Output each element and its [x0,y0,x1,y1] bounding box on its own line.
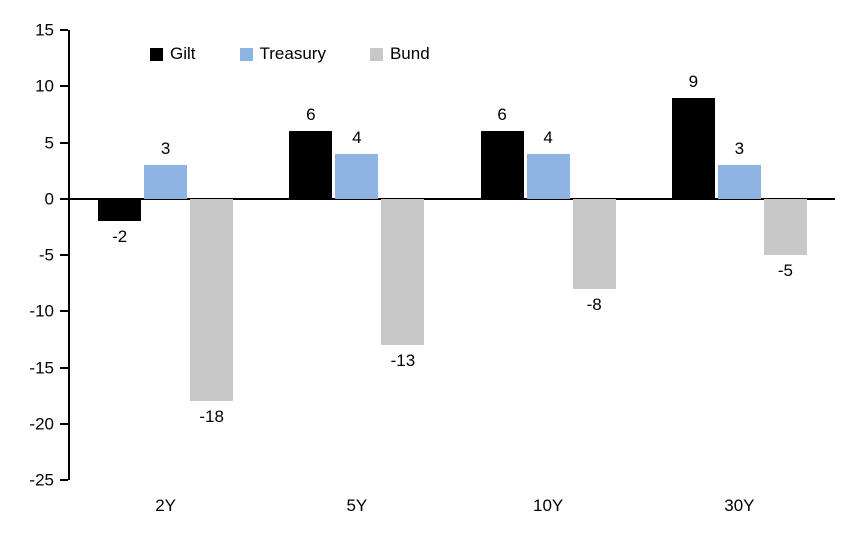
y-axis-tick-label: -10 [29,301,54,321]
bar-bund-10y [572,198,616,289]
y-axis-tick-label: 0 [44,189,54,209]
legend-label-bund: Bund [389,44,430,63]
data-label-gilt-10y: 6 [497,105,507,125]
legend-item-treasury: Treasury [239,44,326,64]
y-axis-tick-label: 15 [35,20,54,40]
legend-swatch-treasury [239,47,253,61]
x-axis-label-10y: 10Y [533,496,564,515]
data-label-bund-30y: -5 [777,261,793,280]
bar-bund-5y [381,198,425,345]
y-axis-tick-label: -25 [29,470,54,490]
data-label-treasury-10y: 4 [543,127,553,147]
legend-swatch-gilt [150,47,163,61]
y-axis-tick [60,29,68,31]
bar-gilt-2y [98,198,142,222]
bar-bund-2y [190,198,234,402]
data-label-gilt-30y: 9 [688,71,699,91]
bar-gilt-30y [671,97,715,199]
y-axis-tick [60,479,68,481]
legend-label-gilt: Gilt [170,44,196,63]
y-axis-tick-label: 10 [35,76,54,96]
data-label-gilt-2y: -2 [112,227,128,247]
x-axis-label-30y: 30Y [724,496,755,515]
data-label-bund-2y: -18 [199,407,224,427]
y-axis-line [68,30,70,480]
bar-bund-30y [763,198,807,255]
y-axis-tick [60,254,68,256]
data-label-bund-5y: -13 [390,351,416,370]
y-axis-tick [60,85,68,88]
x-axis-label-2y: 2Y [155,496,177,515]
legend-item-bund: Bund [369,44,430,64]
x-axis-label-5y: 5Y [346,496,368,515]
bar-gilt-5y [289,131,333,199]
y-axis-tick-label: -15 [29,358,54,377]
bar-gilt-10y [480,131,524,199]
legend-swatch-bund [369,47,383,61]
data-label-treasury-30y: 3 [734,139,745,158]
bar-treasury-10y [526,153,570,199]
bar-treasury-5y [335,153,379,199]
y-axis-tick [60,366,68,369]
data-label-bund-10y: -8 [586,294,602,314]
y-axis-tick [60,141,68,144]
zero-axis-line [68,197,835,200]
y-axis-tick [60,197,68,200]
bar-treasury-2y [144,165,188,199]
data-label-treasury-5y: 4 [352,127,362,147]
data-label-treasury-2y: 3 [160,139,171,158]
y-axis-tick-label: 5 [44,133,54,152]
legend-label-treasury: Treasury [259,44,326,63]
y-axis-tick [60,310,68,313]
data-label-gilt-5y: 6 [306,105,316,125]
bar-treasury-30y [717,165,761,199]
legend-item-gilt: Gilt [150,44,196,64]
y-axis-tick [60,422,68,425]
y-axis-tick-label: -5 [38,245,54,265]
y-axis-tick-label: -20 [29,414,54,434]
chart-legend: Gilt Treasury Bund [150,44,430,64]
